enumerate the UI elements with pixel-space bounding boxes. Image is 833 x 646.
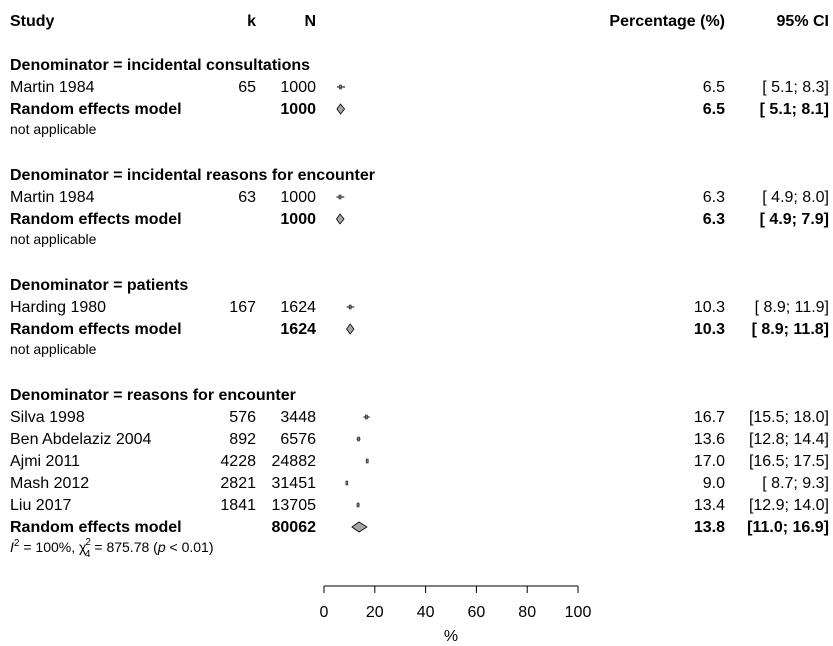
study-percentage: 6.5: [703, 79, 725, 96]
pooled-n: 80062: [272, 519, 317, 536]
study-ci: [ 8.9; 11.9]: [755, 299, 829, 316]
study-n: 3448: [280, 409, 316, 426]
study-ci: [12.9; 14.0]: [749, 497, 829, 514]
pooled-ci: [ 8.9; 11.8]: [752, 321, 829, 338]
header-ci: 95% CI: [777, 13, 829, 30]
pooled-n: 1624: [280, 321, 316, 338]
study-percentage: 6.3: [703, 189, 725, 206]
study-name: Martin 1984: [10, 189, 95, 206]
study-point: [338, 194, 342, 200]
x-tick-label: 0: [320, 604, 329, 621]
pooled-percentage: 6.5: [703, 101, 725, 118]
x-axis: 0 20 40 60 80 100: [320, 585, 592, 621]
pooled-n: 1000: [280, 101, 316, 118]
study-k: 65: [238, 79, 256, 96]
study-percentage: 9.0: [703, 475, 725, 492]
study-percentage: 13.6: [694, 431, 725, 448]
header-k: k: [247, 13, 256, 30]
study-name: Ajmi 2011: [10, 453, 80, 470]
study-k: 892: [229, 431, 256, 448]
heterogeneity-note: not applicable: [10, 121, 97, 137]
study-n: 1000: [280, 189, 316, 206]
heterogeneity-note: not applicable: [10, 231, 97, 247]
study-name: Silva 1998: [10, 409, 85, 426]
study-n: 31451: [272, 475, 317, 492]
study-name: Mash 2012: [10, 475, 89, 492]
study-ci: [16.5; 17.5]: [749, 453, 829, 470]
x-tick-label: 40: [417, 604, 435, 621]
study-percentage: 13.4: [694, 497, 725, 514]
study-name: Martin 1984: [10, 79, 95, 96]
study-n: 1000: [280, 79, 316, 96]
study-k: 576: [229, 409, 256, 426]
group-title: Denominator = patients: [10, 277, 188, 294]
study-n: 1624: [280, 299, 316, 316]
pooled-percentage: 10.3: [694, 321, 725, 338]
study-n: 6576: [280, 431, 316, 448]
study-n: 13705: [272, 497, 317, 514]
pooled-ci: [ 5.1; 8.1]: [760, 101, 829, 118]
pooled-diamond: [336, 103, 346, 115]
study-ci: [12.8; 14.4]: [749, 431, 829, 448]
study-percentage: 17.0: [694, 453, 725, 470]
pooled-diamond: [351, 521, 368, 533]
x-tick-label: 80: [518, 604, 536, 621]
study-name: Liu 2017: [10, 497, 71, 514]
pooled-diamond: [335, 213, 345, 225]
study-point: [357, 436, 360, 442]
study-ci: [ 8.7; 9.3]: [762, 475, 829, 492]
study-point: [365, 414, 368, 420]
heterogeneity-stats: I2 = 100%, χ2 4 = 875.78 (p < 0.01): [10, 537, 213, 560]
pooled-percentage: 13.8: [694, 519, 725, 536]
study-k: 167: [229, 299, 256, 316]
study-percentage: 10.3: [694, 299, 725, 316]
group-title: Denominator = incidental consultations: [10, 57, 310, 74]
study-ci: [15.5; 18.0]: [749, 409, 829, 426]
study-point: [339, 84, 342, 90]
pooled-label: Random effects model: [10, 211, 182, 228]
forest-rows: Denominator = incidental consultations Ma…: [10, 57, 829, 560]
pooled-n: 1000: [280, 211, 316, 228]
x-tick-label: 20: [366, 604, 384, 621]
heterogeneity-note: not applicable: [10, 341, 97, 357]
header-n: N: [304, 13, 316, 30]
study-k: 2821: [220, 475, 256, 492]
group-title: Denominator = incidental reasons for enc…: [10, 167, 375, 184]
study-k: 63: [238, 189, 256, 206]
pooled-diamond: [346, 323, 355, 335]
pooled-ci: [ 4.9; 7.9]: [760, 211, 829, 228]
pooled-label: Random effects model: [10, 519, 182, 536]
study-point: [348, 304, 352, 310]
x-tick-label: 100: [565, 604, 592, 621]
study-point: [365, 458, 369, 464]
pooled-percentage: 6.3: [703, 211, 725, 228]
pooled-label: Random effects model: [10, 321, 182, 338]
x-tick-label: 60: [468, 604, 486, 621]
header-study: Study: [10, 13, 55, 30]
x-axis-label: %: [444, 628, 458, 645]
study-ci: [ 4.9; 8.0]: [762, 189, 829, 206]
study-k: 1841: [220, 497, 256, 514]
study-percentage: 16.7: [694, 409, 725, 426]
pooled-label: Random effects model: [10, 101, 182, 118]
header-percentage: Percentage (%): [609, 13, 725, 30]
study-name: Ben Abdelaziz 2004: [10, 431, 152, 448]
study-point: [356, 502, 360, 508]
study-n: 24882: [272, 453, 317, 470]
group-title: Denominator = reasons for encounter: [10, 387, 296, 404]
study-point: [345, 480, 349, 486]
pooled-ci: [11.0; 16.9]: [747, 519, 829, 536]
study-name: Harding 1980: [10, 299, 106, 316]
study-k: 4228: [220, 453, 256, 470]
study-ci: [ 5.1; 8.3]: [762, 79, 829, 96]
